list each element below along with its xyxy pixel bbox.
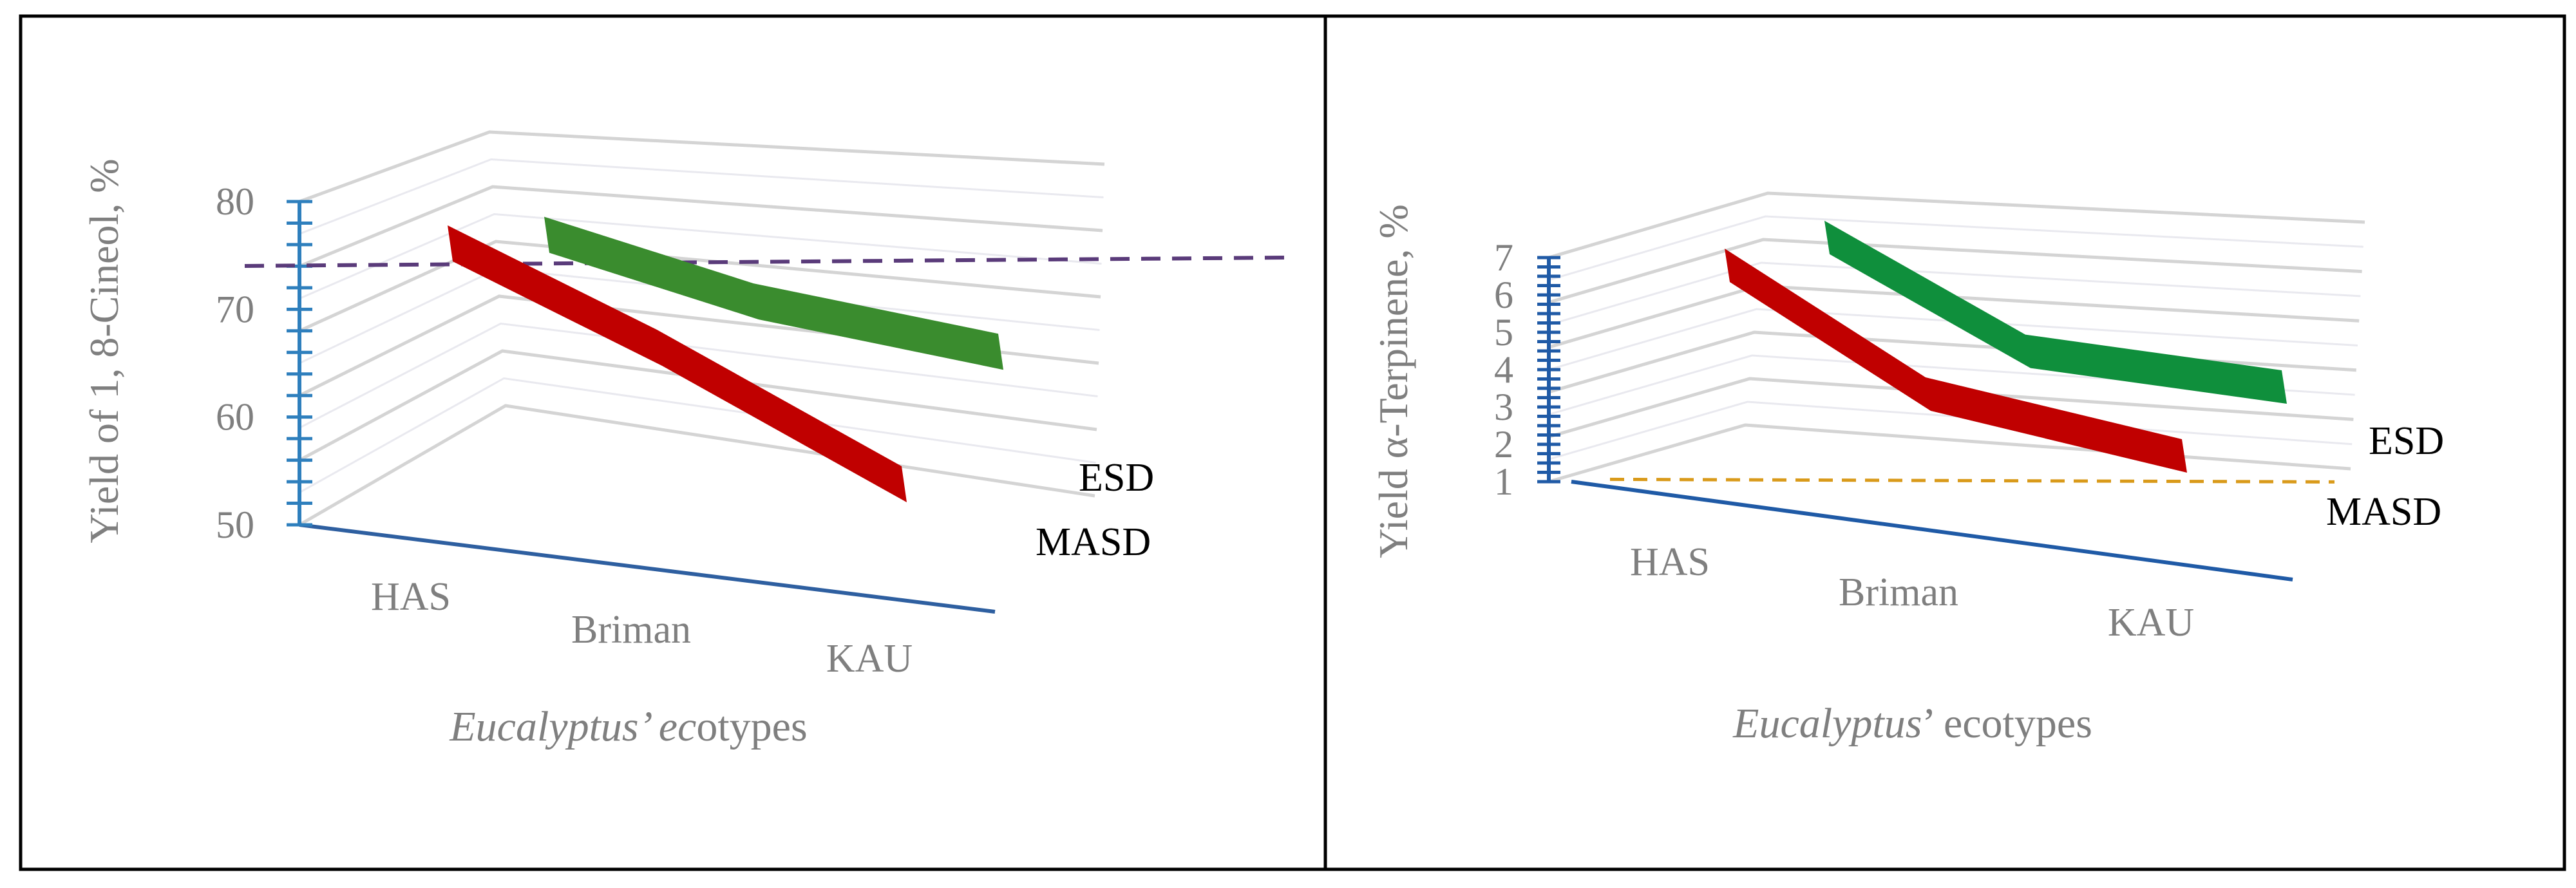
chart-1-reference-line xyxy=(244,256,1285,269)
chart-2-y-axis xyxy=(1537,256,1560,484)
chart-1-y-tick-label: 70 xyxy=(216,288,254,330)
chart-1: 50 60 70 80 HAS Briman KAU ESD MASD Yield o… xyxy=(81,130,1285,750)
chart-2-category-label: Briman xyxy=(1839,571,1958,614)
chart-1-x-axis xyxy=(299,523,996,614)
chart-1-category-label: Briman xyxy=(571,608,691,652)
chart-2-legend-esd: ESD xyxy=(2369,419,2444,463)
chart-2-y-tick-label: 6 xyxy=(1494,274,1513,316)
chart-1-gridline xyxy=(299,130,1105,203)
chart-2-gridline xyxy=(1548,238,2362,304)
chart-2-gridline xyxy=(1548,191,2365,260)
chart-2-gridlines xyxy=(1548,191,2365,484)
chart-2-y-tick-label: 7 xyxy=(1494,236,1513,279)
chart-2-gridline xyxy=(1548,215,2363,281)
chart-2-reference-line xyxy=(1609,477,2335,484)
chart-2-gridline xyxy=(1548,308,2358,371)
chart-1-y-axis xyxy=(287,200,312,527)
chart-1-series-masd xyxy=(448,225,907,502)
chart-2-y-tick-label: 2 xyxy=(1494,423,1513,466)
chart-2-series-masd xyxy=(1725,249,2187,473)
chart-2-gridline xyxy=(1548,401,2353,460)
chart-1-gridline xyxy=(299,322,1098,429)
chart-1-y-axis-title: Yield of 1, 8-Cineol, % xyxy=(81,158,127,543)
chart-1-gridline xyxy=(299,377,1096,494)
chart-1-x-axis-title-rest: otypes xyxy=(696,703,807,750)
chart-2-y-tick-label: 1 xyxy=(1494,460,1513,503)
chart-2-x-axis-title-rest: ’ ecotypes xyxy=(1922,700,2092,747)
chart-2-x-axis xyxy=(1571,480,2293,581)
chart-1-gridline xyxy=(299,158,1104,235)
chart-2-gridline xyxy=(1548,423,2351,484)
chart-1-legend-masd: MASD xyxy=(1036,520,1151,564)
chart-2-y-axis-title: Yield α-Terpinene, % xyxy=(1370,204,1416,558)
chart-2-gridline xyxy=(1548,377,2354,439)
chart-1-x-axis-title-italic: Eucalyptus’ ec xyxy=(449,703,696,750)
chart-1-x-axis-title: Eucalyptus’ ecotypes xyxy=(449,703,807,750)
chart-2-series-esd xyxy=(1824,220,2287,404)
chart-2-y-tick-label: 4 xyxy=(1494,348,1513,391)
chart-1-y-tick-label: 80 xyxy=(216,180,254,223)
chart-2-category-label: KAU xyxy=(2108,601,2194,645)
chart-1-y-tick-label: 60 xyxy=(216,396,254,439)
chart-1-y-tick-label: 50 xyxy=(216,504,254,546)
chart-1-gridlines xyxy=(298,130,1105,527)
chart-2-x-axis-title-italic: Eucalyptus xyxy=(1732,700,1922,747)
chart-1-gridline xyxy=(299,185,1103,268)
chart-2-y-tick-label: 5 xyxy=(1494,311,1513,354)
chart-2-gridline xyxy=(1548,261,2361,326)
chart-1-series-esd xyxy=(544,216,1003,370)
chart-1-gridline xyxy=(299,213,1102,299)
chart-2-x-axis-title: Eucalyptus’ ecotypes xyxy=(1732,700,2092,747)
chart-1-gridline xyxy=(298,404,1095,527)
chart-1-category-label: KAU xyxy=(826,637,913,681)
chart-1-y-ticklabels: 50 60 70 80 xyxy=(216,180,254,546)
chart-1-gridline xyxy=(298,240,1101,333)
chart-2-legend-masd: MASD xyxy=(2326,490,2441,534)
chart-1-legend-esd: ESD xyxy=(1079,456,1154,500)
chart-2-category-label: HAS xyxy=(1630,540,1710,584)
figure-frame xyxy=(19,14,2566,871)
chart-1-category-label: HAS xyxy=(371,575,451,619)
chart-1-gridline xyxy=(298,349,1097,462)
chart-2-y-tick-label: 3 xyxy=(1494,386,1513,428)
